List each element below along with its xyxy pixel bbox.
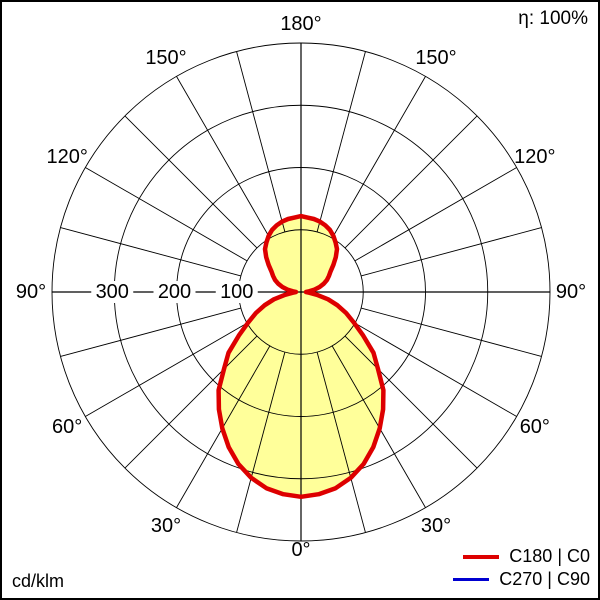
radial-label-gap bbox=[91, 281, 134, 303]
grid-spoke bbox=[361, 227, 542, 277]
angle-tick-label: 120° bbox=[46, 146, 87, 168]
efficiency-label: η: 100% bbox=[518, 8, 588, 29]
grid-spoke bbox=[60, 227, 241, 277]
legend: C180 | C0 C270 | C90 bbox=[453, 546, 590, 590]
legend-label: C180 | C0 bbox=[509, 546, 590, 566]
legend-line-blue-icon bbox=[453, 578, 490, 581]
curve-c180-c0 bbox=[216, 213, 386, 500]
grid-spoke bbox=[316, 51, 366, 232]
legend-label: C270 | C90 bbox=[499, 569, 590, 589]
angle-tick-label: 0° bbox=[291, 539, 310, 561]
angle-tick-label: 90° bbox=[556, 281, 586, 303]
angle-tick-label: 30° bbox=[421, 515, 451, 537]
grid-spoke bbox=[354, 167, 517, 262]
grid-spoke bbox=[60, 307, 241, 357]
legend-item-c180-c0: C180 | C0 bbox=[463, 546, 590, 567]
grid-spoke bbox=[331, 76, 426, 239]
angle-tick-label: 60° bbox=[520, 416, 550, 438]
grid-spoke bbox=[236, 352, 286, 533]
radial-label-gap bbox=[153, 281, 196, 303]
angle-tick-label: 30° bbox=[151, 515, 181, 537]
angle-tick-label: 60° bbox=[52, 416, 82, 438]
radial-label-gap bbox=[215, 281, 258, 303]
grid-spoke bbox=[344, 335, 478, 469]
grid-spoke bbox=[236, 51, 286, 232]
angle-tick-label: 150° bbox=[415, 47, 456, 69]
grid-spoke bbox=[124, 115, 258, 249]
grid-spoke bbox=[316, 352, 366, 533]
grid-spoke bbox=[344, 115, 478, 249]
grid-spoke bbox=[85, 167, 248, 262]
radial-tick-label: 200 bbox=[158, 281, 191, 303]
radial-tick-label: 300 bbox=[96, 281, 129, 303]
grid-spoke bbox=[361, 307, 542, 357]
grid-spoke bbox=[124, 335, 258, 469]
angle-tick-label: 150° bbox=[145, 47, 186, 69]
grid-spoke bbox=[85, 322, 248, 417]
legend-item-c270-c90: C270 | C90 bbox=[453, 569, 590, 590]
angle-tick-label: 90° bbox=[16, 281, 46, 303]
radial-tick-label: 100 bbox=[220, 281, 253, 303]
unit-label: cd/klm bbox=[12, 571, 65, 591]
grid-spoke bbox=[354, 322, 517, 417]
angle-tick-label: 120° bbox=[514, 146, 555, 168]
legend-line-red-icon bbox=[463, 554, 500, 559]
angle-tick-label: 180° bbox=[280, 13, 321, 35]
grid-spoke bbox=[176, 76, 271, 239]
